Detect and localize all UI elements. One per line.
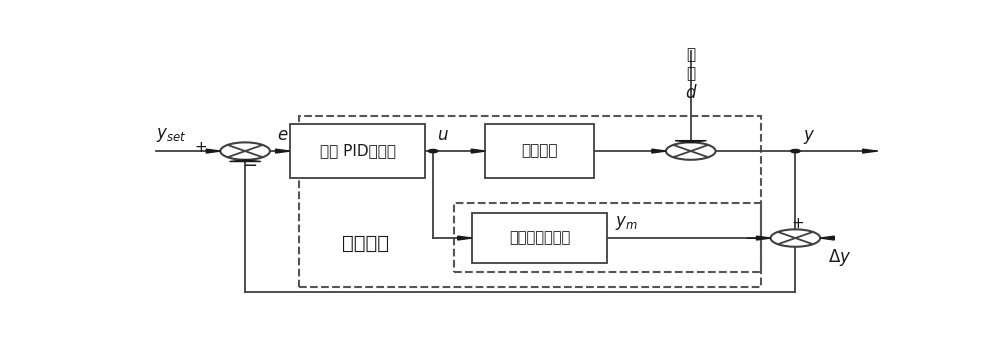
Text: 动: 动 [686,66,695,81]
Polygon shape [471,149,485,153]
Polygon shape [229,160,261,162]
Bar [485,124,594,178]
Circle shape [220,142,270,160]
Polygon shape [206,149,220,153]
Text: 被控对象: 被控对象 [521,144,558,158]
Polygon shape [863,149,877,153]
Text: 神经网络估计器: 神经网络估计器 [509,231,570,246]
Text: e: e [278,126,288,144]
Circle shape [428,149,438,153]
Circle shape [666,142,716,160]
Text: $y_m$: $y_m$ [615,214,638,232]
Text: +: + [791,216,804,231]
Text: −: − [242,157,257,175]
Text: −: − [744,231,759,249]
Polygon shape [820,236,834,240]
Bar [472,213,607,263]
Text: d: d [686,84,696,102]
Polygon shape [276,149,290,153]
Text: +: + [195,139,207,155]
Bar [290,124,425,178]
Polygon shape [675,140,706,142]
Circle shape [771,229,820,247]
Polygon shape [652,149,666,153]
Text: u: u [437,126,447,144]
Text: 扰: 扰 [686,47,695,62]
Polygon shape [756,236,771,240]
Text: $y_{set}$: $y_{set}$ [156,126,186,144]
Text: $\Delta y$: $\Delta y$ [828,247,851,268]
Bar [454,203,761,272]
Text: y: y [803,126,813,144]
Text: 内模控制: 内模控制 [342,234,389,253]
Polygon shape [458,236,472,240]
Bar [299,116,761,287]
Text: 模糊 PID控制器: 模糊 PID控制器 [320,144,396,158]
Circle shape [791,149,800,153]
